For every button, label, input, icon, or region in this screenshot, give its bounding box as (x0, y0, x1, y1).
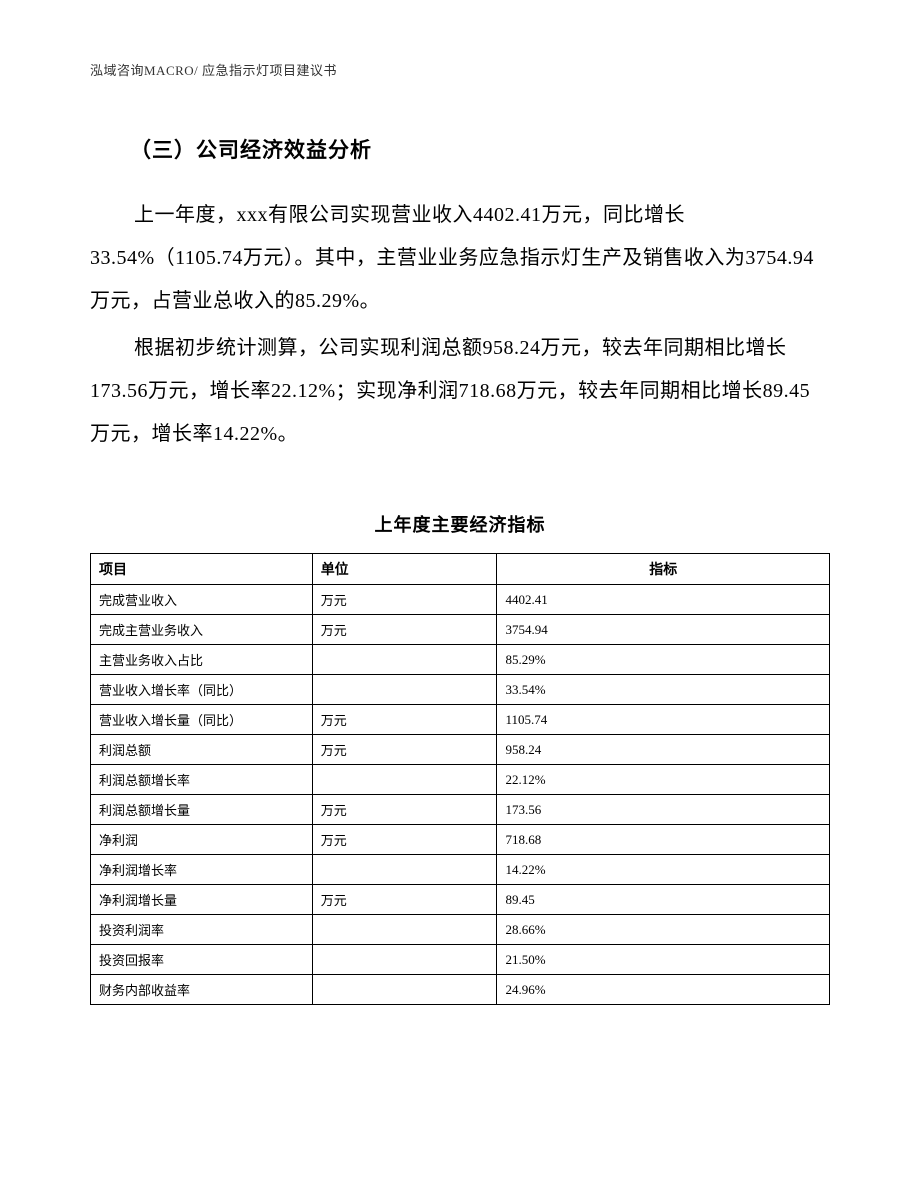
table-cell: 净利润增长量 (91, 885, 313, 915)
table-cell: 万元 (312, 615, 497, 645)
table-cell: 利润总额增长率 (91, 765, 313, 795)
table-cell: 22.12% (497, 765, 830, 795)
table-cell: 万元 (312, 705, 497, 735)
table-row: 完成营业收入万元4402.41 (91, 585, 830, 615)
table-cell: 完成主营业务收入 (91, 615, 313, 645)
table-row: 利润总额增长率 22.12% (91, 765, 830, 795)
table-cell: 33.54% (497, 675, 830, 705)
table-cell (312, 855, 497, 885)
table-cell: 投资利润率 (91, 915, 313, 945)
table-header-cell: 指标 (497, 554, 830, 585)
economic-indicators-table: 项目 单位 指标 完成营业收入万元4402.41完成主营业务收入万元3754.9… (90, 553, 830, 1005)
table-header-row: 项目 单位 指标 (91, 554, 830, 585)
paragraph-2: 根据初步统计测算，公司实现利润总额958.24万元，较去年同期相比增长173.5… (90, 327, 830, 456)
table-cell: 财务内部收益率 (91, 975, 313, 1005)
table-row: 净利润万元718.68 (91, 825, 830, 855)
table-row: 完成主营业务收入万元3754.94 (91, 615, 830, 645)
table-cell: 89.45 (497, 885, 830, 915)
table-header-cell: 项目 (91, 554, 313, 585)
table-row: 利润总额万元958.24 (91, 735, 830, 765)
table-cell: 净利润增长率 (91, 855, 313, 885)
table-cell: 净利润 (91, 825, 313, 855)
document-header: 泓域咨询MACRO/ 应急指示灯项目建议书 (90, 60, 830, 79)
table-cell (312, 675, 497, 705)
table-cell: 718.68 (497, 825, 830, 855)
table-header-cell: 单位 (312, 554, 497, 585)
paragraph-1: 上一年度，xxx有限公司实现营业收入4402.41万元，同比增长33.54%（1… (90, 194, 830, 323)
table-cell: 利润总额增长量 (91, 795, 313, 825)
table-cell: 投资回报率 (91, 945, 313, 975)
table-cell: 万元 (312, 795, 497, 825)
table-row: 营业收入增长率（同比） 33.54% (91, 675, 830, 705)
table-cell: 完成营业收入 (91, 585, 313, 615)
table-cell: 21.50% (497, 945, 830, 975)
table-title: 上年度主要经济指标 (90, 511, 830, 537)
table-cell (312, 945, 497, 975)
table-cell: 24.96% (497, 975, 830, 1005)
table-cell: 利润总额 (91, 735, 313, 765)
table-cell: 85.29% (497, 645, 830, 675)
table-cell: 14.22% (497, 855, 830, 885)
table-row: 财务内部收益率 24.96% (91, 975, 830, 1005)
table-cell: 万元 (312, 585, 497, 615)
table-cell (312, 765, 497, 795)
table-cell: 4402.41 (497, 585, 830, 615)
table-cell (312, 915, 497, 945)
table-row: 营业收入增长量（同比）万元1105.74 (91, 705, 830, 735)
table-row: 投资利润率 28.66% (91, 915, 830, 945)
table-cell: 3754.94 (497, 615, 830, 645)
table-cell: 营业收入增长率（同比） (91, 675, 313, 705)
table-cell: 万元 (312, 885, 497, 915)
table-cell: 万元 (312, 825, 497, 855)
table-row: 净利润增长量万元89.45 (91, 885, 830, 915)
table-cell: 主营业务收入占比 (91, 645, 313, 675)
table-row: 主营业务收入占比 85.29% (91, 645, 830, 675)
section-title: （三）公司经济效益分析 (130, 134, 830, 164)
table-row: 净利润增长率 14.22% (91, 855, 830, 885)
table-cell: 万元 (312, 735, 497, 765)
table-row: 利润总额增长量万元173.56 (91, 795, 830, 825)
table-row: 投资回报率 21.50% (91, 945, 830, 975)
table-cell: 1105.74 (497, 705, 830, 735)
table-cell: 28.66% (497, 915, 830, 945)
table-cell: 958.24 (497, 735, 830, 765)
table-cell (312, 975, 497, 1005)
table-cell (312, 645, 497, 675)
table-cell: 营业收入增长量（同比） (91, 705, 313, 735)
table-cell: 173.56 (497, 795, 830, 825)
